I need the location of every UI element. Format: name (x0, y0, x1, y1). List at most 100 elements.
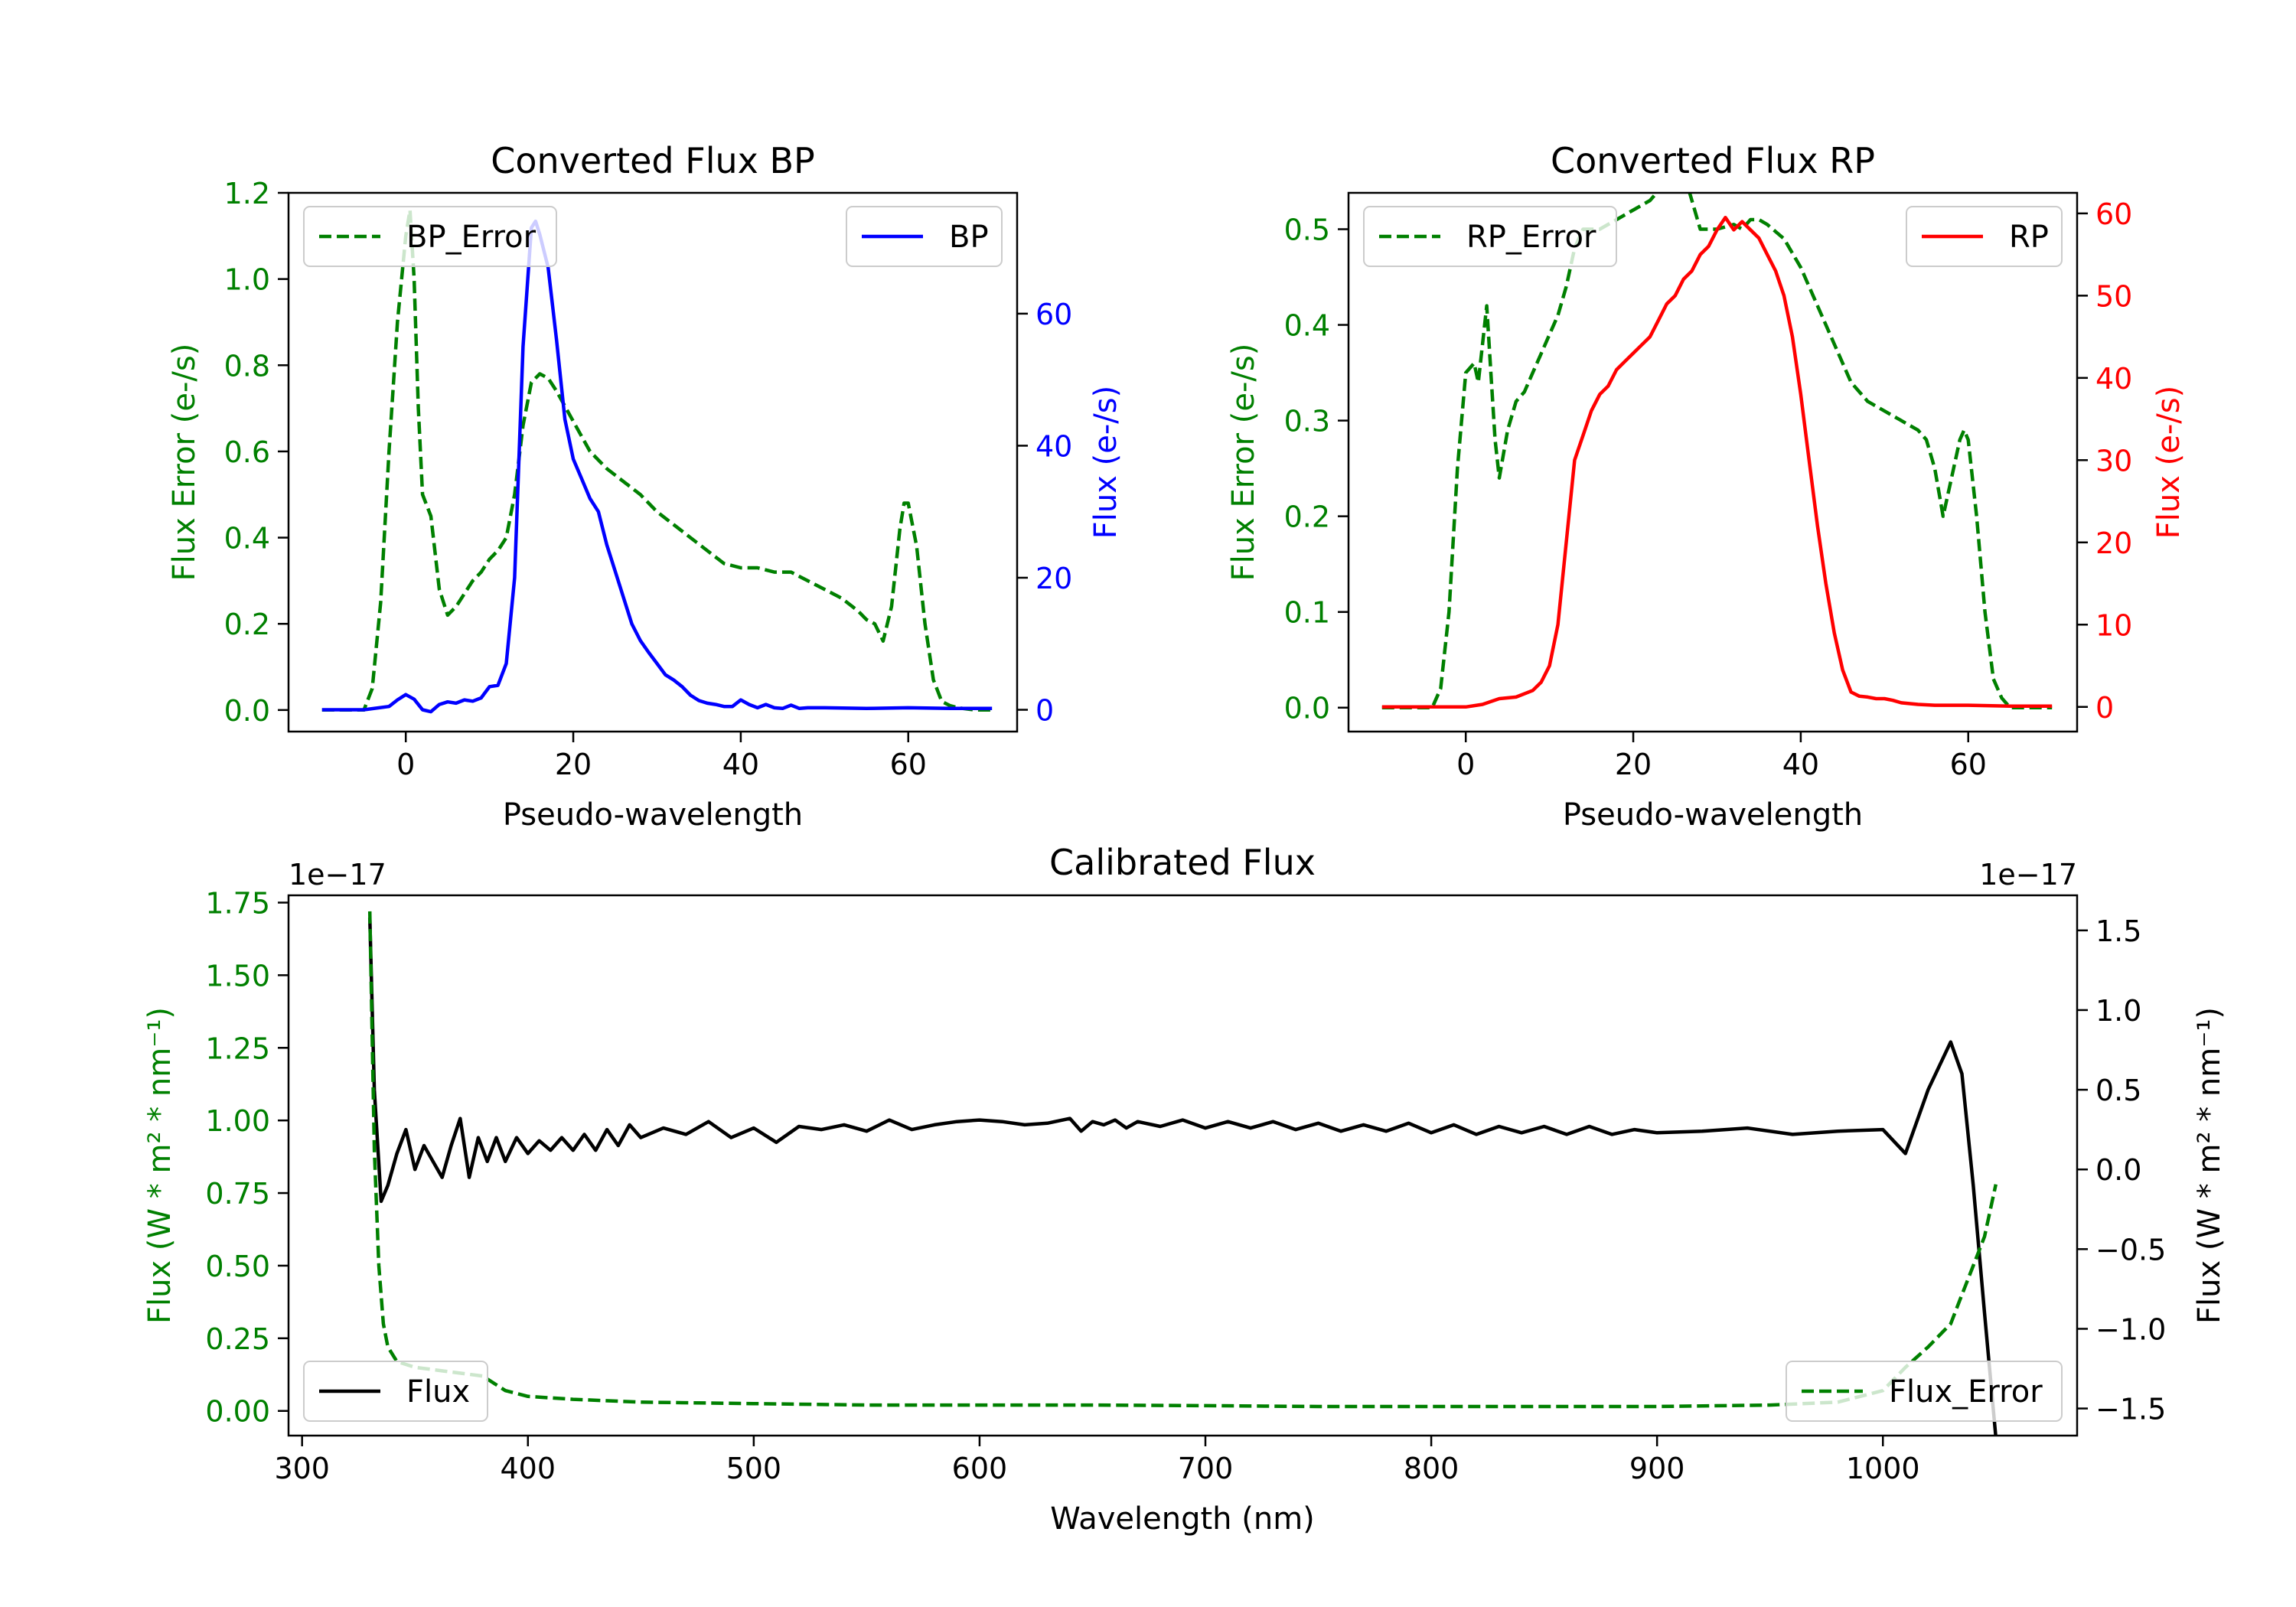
rp-legend-error: RP_Error (1363, 206, 1617, 267)
y-tick-label: 20 (2095, 526, 2132, 560)
x-tick-label: 20 (1615, 748, 1652, 781)
x-tick-label: 60 (1950, 748, 1987, 781)
legend-label: BP_Error (406, 220, 536, 255)
legend-label: BP (949, 220, 989, 255)
y-tick-label: 10 (2095, 608, 2132, 642)
y-tick-label: 0.00 (205, 1395, 270, 1429)
y-tick-label: 60 (1035, 298, 1072, 331)
legend-box (846, 206, 1003, 267)
x-tick-label: 400 (501, 1452, 556, 1485)
y-tick-label: 0 (2095, 691, 2114, 725)
calibrated-legend-flux: Flux (303, 1361, 488, 1422)
y-tick-label: 1.25 (205, 1032, 270, 1065)
rp-panel: Converted Flux RP 0 20 40 60 0.00.10.20.30.… (1226, 140, 2187, 833)
y-tick-label: 0.4 (1284, 309, 1330, 343)
x-tick-label: 0 (396, 748, 415, 781)
bp-panel: Converted Flux BP 0 20 40 60 0.00.20.40.60.… (167, 140, 1124, 833)
rp-left-y-axis-label: Flux Error (e-/s) (1226, 344, 1261, 582)
calibrated-legend-error: Flux_Error (1786, 1361, 2063, 1422)
series-line-flux (367, 918, 1998, 1436)
legend-label: Flux_Error (1889, 1374, 2043, 1410)
y-tick-label: 1.50 (205, 959, 270, 993)
legend-box (1786, 1361, 2063, 1422)
legend-label: RP (2009, 220, 2049, 255)
calibrated-left-offset: 1e−17 (289, 858, 386, 892)
rp-legend-flux: RP (1906, 206, 2063, 267)
legend-box (303, 206, 557, 267)
bp-right-y-axis: 0 20 40 60 (1017, 298, 1072, 728)
x-tick-label: 1000 (1846, 1452, 1920, 1485)
calibrated-title: Calibrated Flux (1049, 842, 1316, 883)
y-tick-label: 20 (1035, 562, 1072, 595)
y-tick-label: 40 (1035, 429, 1072, 463)
legend-box (1363, 206, 1617, 267)
y-tick-label: 0.75 (205, 1177, 270, 1211)
bp-legend-error: BP_Error (303, 206, 557, 267)
series-line-bp-error (321, 208, 993, 712)
y-tick-label: 1.5 (2095, 914, 2141, 948)
y-tick-label: 40 (2095, 362, 2132, 396)
calibrated-right-offset: 1e−17 (1979, 858, 2077, 892)
x-tick-label: 20 (555, 748, 592, 781)
y-tick-label: 0.2 (224, 608, 270, 641)
rp-x-axis: 0 20 40 60 (1456, 732, 1987, 781)
bp-x-axis-label: Pseudo-wavelength (503, 797, 803, 833)
y-tick-label: 1.0 (2095, 994, 2141, 1028)
legend-label: RP_Error (1466, 220, 1596, 255)
y-tick-label: 0.25 (205, 1322, 270, 1356)
y-tick-label: 0.4 (224, 522, 270, 556)
y-tick-label: 0 (1035, 694, 1054, 728)
y-tick-label: −1.5 (2095, 1393, 2166, 1426)
bp-right-y-axis-label: Flux (e-/s) (1088, 386, 1124, 539)
series-line-rp-error (1381, 193, 2053, 709)
bp-plot-frame (287, 191, 1019, 733)
rp-right-y-axis-label: Flux (e-/s) (2151, 386, 2187, 539)
calibrated-plot-frame (287, 894, 2079, 1437)
y-tick-label: 0.50 (205, 1250, 270, 1283)
y-tick-label: −1.0 (2095, 1312, 2166, 1346)
y-tick-label: 0.1 (1284, 596, 1330, 630)
bp-title: Converted Flux BP (491, 140, 815, 181)
y-tick-label: 0.0 (224, 694, 270, 728)
rp-right-y-axis: 0 10 20 30 40 50 60 (2077, 197, 2132, 725)
y-tick-label: 0.0 (1284, 692, 1330, 725)
bp-left-y-axis-label: Flux Error (e-/s) (167, 344, 202, 582)
y-tick-label: −0.5 (2095, 1233, 2166, 1266)
calibrated-left-y-axis-label: Flux (W * m² * nm⁻¹) (142, 1007, 178, 1324)
series-line-bp (321, 219, 993, 714)
y-tick-label: 1.00 (205, 1104, 270, 1138)
legend-label: Flux (406, 1374, 470, 1410)
rp-title: Converted Flux RP (1551, 140, 1875, 181)
x-tick-label: 0 (1456, 748, 1475, 781)
y-tick-label: 0.8 (224, 349, 270, 383)
calibrated-x-axis-label: Wavelength (nm) (1050, 1501, 1315, 1537)
y-tick-label: 0.2 (1284, 500, 1330, 534)
y-tick-label: 1.2 (224, 177, 270, 210)
rp-left-y-axis: 0.0 0.1 0.2 0.3 0.4 0.5 (1284, 214, 1349, 725)
calibrated-right-y-axis-label: Flux (W * m² * nm⁻¹) (2192, 1007, 2227, 1324)
x-tick-label: 40 (722, 748, 759, 781)
bp-left-y-axis: 0.0 0.2 0.4 0.6 0.8 1.0 1.2 (224, 177, 289, 728)
y-tick-label: 0.5 (2095, 1074, 2141, 1107)
y-tick-label: 0.3 (1284, 405, 1330, 438)
rp-x-axis-label: Pseudo-wavelength (1563, 797, 1863, 833)
y-tick-label: 0.5 (1284, 214, 1330, 247)
y-tick-label: 50 (2095, 279, 2132, 313)
x-tick-label: 700 (1178, 1452, 1234, 1485)
y-tick-label: 0.6 (224, 435, 270, 469)
series-line-rp (1381, 215, 2053, 709)
x-tick-label: 40 (1782, 748, 1819, 781)
calibrated-left-y-axis: 0.00 0.25 0.50 0.75 1.00 1.25 1.50 1.75 (205, 886, 289, 1429)
y-tick-label: 30 (2095, 444, 2132, 478)
x-tick-label: 500 (726, 1452, 782, 1485)
y-tick-label: 1.75 (205, 886, 270, 920)
legend-box (303, 1361, 488, 1422)
x-tick-label: 600 (952, 1452, 1008, 1485)
y-tick-label: 1.0 (224, 263, 270, 297)
rp-plot-frame (1347, 191, 2079, 733)
x-tick-label: 300 (274, 1452, 330, 1485)
bp-x-axis: 0 20 40 60 (396, 732, 927, 781)
x-tick-label: 60 (890, 748, 927, 781)
y-tick-label: 60 (2095, 197, 2132, 231)
